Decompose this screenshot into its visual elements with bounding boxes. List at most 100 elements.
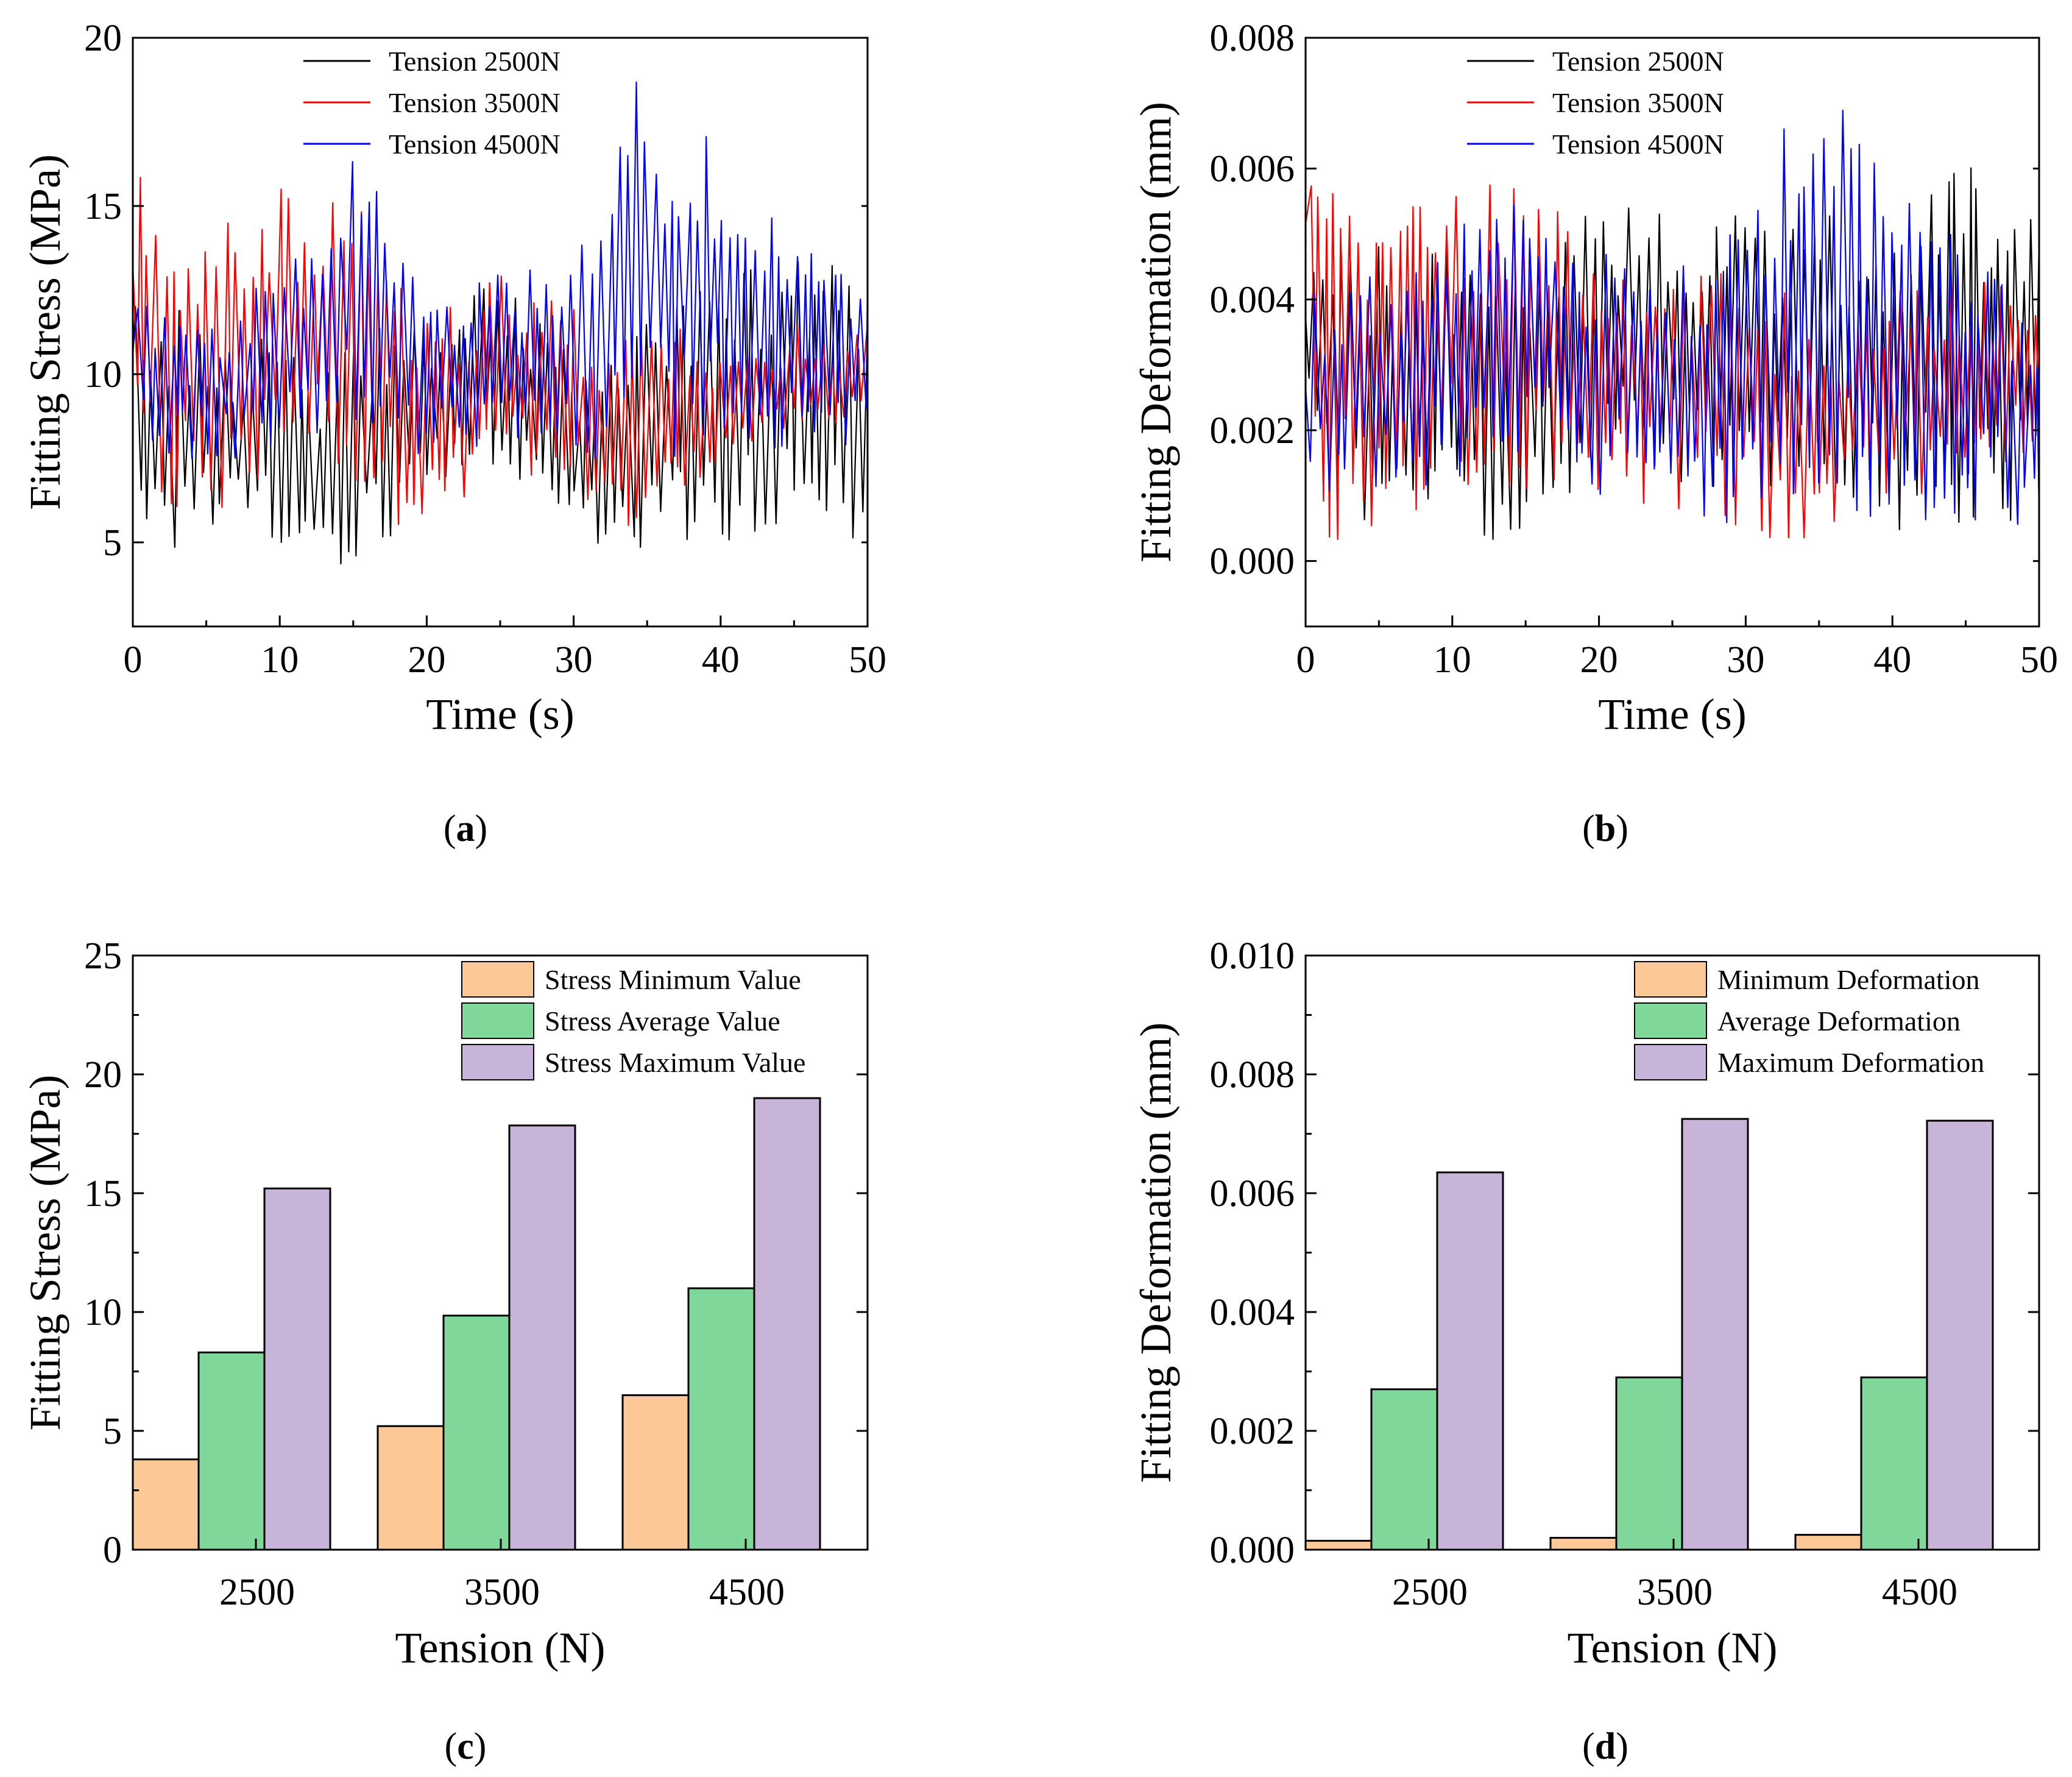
x-tick-label: 10 xyxy=(261,639,299,681)
caption-letter: b xyxy=(1595,808,1616,849)
x-tick-label: 20 xyxy=(408,639,445,681)
legend-label: Average Deformation xyxy=(1717,1006,1961,1037)
bar-maximum-deformation-4500 xyxy=(1926,1119,1994,1551)
legend-swatch xyxy=(461,961,534,998)
series-line-tension-4500n xyxy=(1306,109,2039,525)
x-category-label: 3500 xyxy=(464,1572,540,1613)
y-tick-label: 5 xyxy=(103,522,122,564)
bar-stress-average-value-4500 xyxy=(687,1287,755,1551)
x-tick-label: 40 xyxy=(1873,639,1911,681)
series-line-tension-3500n xyxy=(1306,184,2039,541)
y-tick-label: 0.006 xyxy=(1210,1173,1295,1215)
legend-label: Stress Minimum Value xyxy=(545,964,801,995)
y-axis-label: Fitting Stress (MPa) xyxy=(21,1074,69,1430)
bar-stress-maximum-value-4500 xyxy=(753,1097,821,1551)
legend: Stress Minimum Value Stress Average Value… xyxy=(461,961,805,1080)
bar-maximum-deformation-2500 xyxy=(1436,1171,1504,1551)
x-tick-label: 30 xyxy=(555,639,593,681)
panel-caption: (c) xyxy=(445,1726,487,1767)
y-tick-label: 0.006 xyxy=(1210,149,1295,190)
y-tick-label: 0.000 xyxy=(1210,1530,1295,1571)
bar-stress-minimum-value-3500 xyxy=(377,1425,445,1551)
caption-letter: c xyxy=(457,1726,474,1767)
x-tick-label: 10 xyxy=(1434,639,1471,681)
y-tick-label: 15 xyxy=(84,186,122,227)
y-tick-label: 0.002 xyxy=(1210,1411,1295,1452)
y-tick-label: 10 xyxy=(84,1292,122,1333)
bar-chart-c: 2500 3500 4500 0 5 10 15 20 25 Tension (N) Fitting… xyxy=(21,935,869,1672)
legend: Tension 2500N Tension 3500N Tension 4500N xyxy=(1467,46,1724,160)
bar-average-deformation-2500 xyxy=(1370,1388,1438,1551)
x-category-label: 2500 xyxy=(1392,1572,1468,1613)
y-tick-label: 0.008 xyxy=(1210,18,1295,59)
x-category-label: 4500 xyxy=(709,1572,785,1613)
bar-stress-minimum-value-4500 xyxy=(621,1394,690,1551)
bar-stress-minimum-value-2500 xyxy=(132,1458,200,1551)
x-axis-label: Tension (N) xyxy=(1568,1623,1778,1672)
y-axis-label: Fitting Deformation (mm) xyxy=(1131,102,1180,562)
y-tick-label: 25 xyxy=(84,935,122,977)
caption-letter: d xyxy=(1595,1726,1616,1767)
x-tick-label: 30 xyxy=(1727,639,1764,681)
legend-label: Tension 3500N xyxy=(389,87,560,118)
x-axis-label: Tension (N) xyxy=(395,1623,606,1672)
caption-close: ) xyxy=(474,1726,487,1767)
caption-open: ( xyxy=(1582,1726,1595,1767)
caption-close: ) xyxy=(475,808,488,849)
caption-letter: a xyxy=(456,808,475,849)
bar-average-deformation-4500 xyxy=(1860,1376,1928,1551)
legend-swatch xyxy=(1634,1044,1707,1080)
y-tick-label: 0.010 xyxy=(1210,935,1295,977)
line-chart-a: 0 10 20 30 40 50 5 10 15 20 Time (s) Fitting Stress… xyxy=(21,18,886,739)
series-line-tension-4500n xyxy=(133,81,868,459)
bar-chart-d: 2500 3500 4500 0.000 0.002 0.004 0.006 0.008 0.0… xyxy=(1131,935,2040,1672)
caption-close: ) xyxy=(1616,1726,1628,1767)
x-tick-label: 50 xyxy=(2020,639,2058,681)
legend: Tension 2500N Tension 3500N Tension 4500N xyxy=(303,46,560,160)
y-tick-label: 15 xyxy=(84,1173,122,1215)
bar-maximum-deformation-3500 xyxy=(1681,1118,1749,1551)
x-tick-label: 20 xyxy=(1580,639,1618,681)
caption-close: ) xyxy=(1616,808,1628,849)
x-tick-label: 50 xyxy=(849,639,886,681)
legend-label: Stress Maximum Value xyxy=(545,1047,805,1078)
x-axis-label: Time (s) xyxy=(426,690,574,739)
series-group xyxy=(133,81,868,565)
legend-label: Tension 2500N xyxy=(389,46,560,77)
bar-average-deformation-3500 xyxy=(1615,1376,1683,1551)
y-tick-label: 20 xyxy=(84,1054,122,1096)
legend-label: Tension 4500N xyxy=(389,129,560,160)
panel-caption: (a) xyxy=(444,808,487,849)
x-category-label: 3500 xyxy=(1637,1572,1713,1613)
y-tick-label: 0.002 xyxy=(1210,410,1295,452)
legend: Minimum Deformation Average Deformation Ma… xyxy=(1634,961,1984,1080)
x-axis-label: Time (s) xyxy=(1598,690,1746,739)
legend-swatch xyxy=(1634,1002,1707,1039)
y-tick-label: 0 xyxy=(103,1530,122,1571)
line-chart-b: 0 10 20 30 40 50 0.000 0.002 0.004 0.006 0.008 Time… xyxy=(1131,18,2058,739)
y-tick-label: 0.000 xyxy=(1210,541,1295,583)
legend-swatch xyxy=(461,1002,534,1039)
bar-minimum-deformation-4500 xyxy=(1794,1534,1862,1551)
y-tick-label: 0.008 xyxy=(1210,1054,1295,1096)
x-tick-label: 40 xyxy=(702,639,740,681)
y-tick-label: 20 xyxy=(84,18,122,59)
legend-label: Maximum Deformation xyxy=(1717,1047,1984,1078)
panel-caption: (b) xyxy=(1582,808,1628,849)
y-tick-label: 0.004 xyxy=(1210,279,1295,321)
bar-minimum-deformation-2500 xyxy=(1304,1539,1373,1551)
bar-stress-maximum-value-3500 xyxy=(508,1124,576,1551)
caption-open: ( xyxy=(444,808,456,849)
legend-label: Minimum Deformation xyxy=(1717,964,1980,995)
bar-minimum-deformation-3500 xyxy=(1549,1537,1618,1551)
y-tick-label: 0.004 xyxy=(1210,1292,1295,1333)
x-category-label: 4500 xyxy=(1882,1572,1957,1613)
caption-open: ( xyxy=(1582,808,1595,849)
legend-label: Stress Average Value xyxy=(545,1006,780,1037)
legend-label: Tension 2500N xyxy=(1552,46,1724,77)
legend-label: Tension 4500N xyxy=(1552,129,1724,160)
x-tick-label: 0 xyxy=(1296,639,1315,681)
legend-swatch xyxy=(1634,961,1707,998)
y-axis-label: Fitting Deformation (mm) xyxy=(1131,1023,1180,1483)
